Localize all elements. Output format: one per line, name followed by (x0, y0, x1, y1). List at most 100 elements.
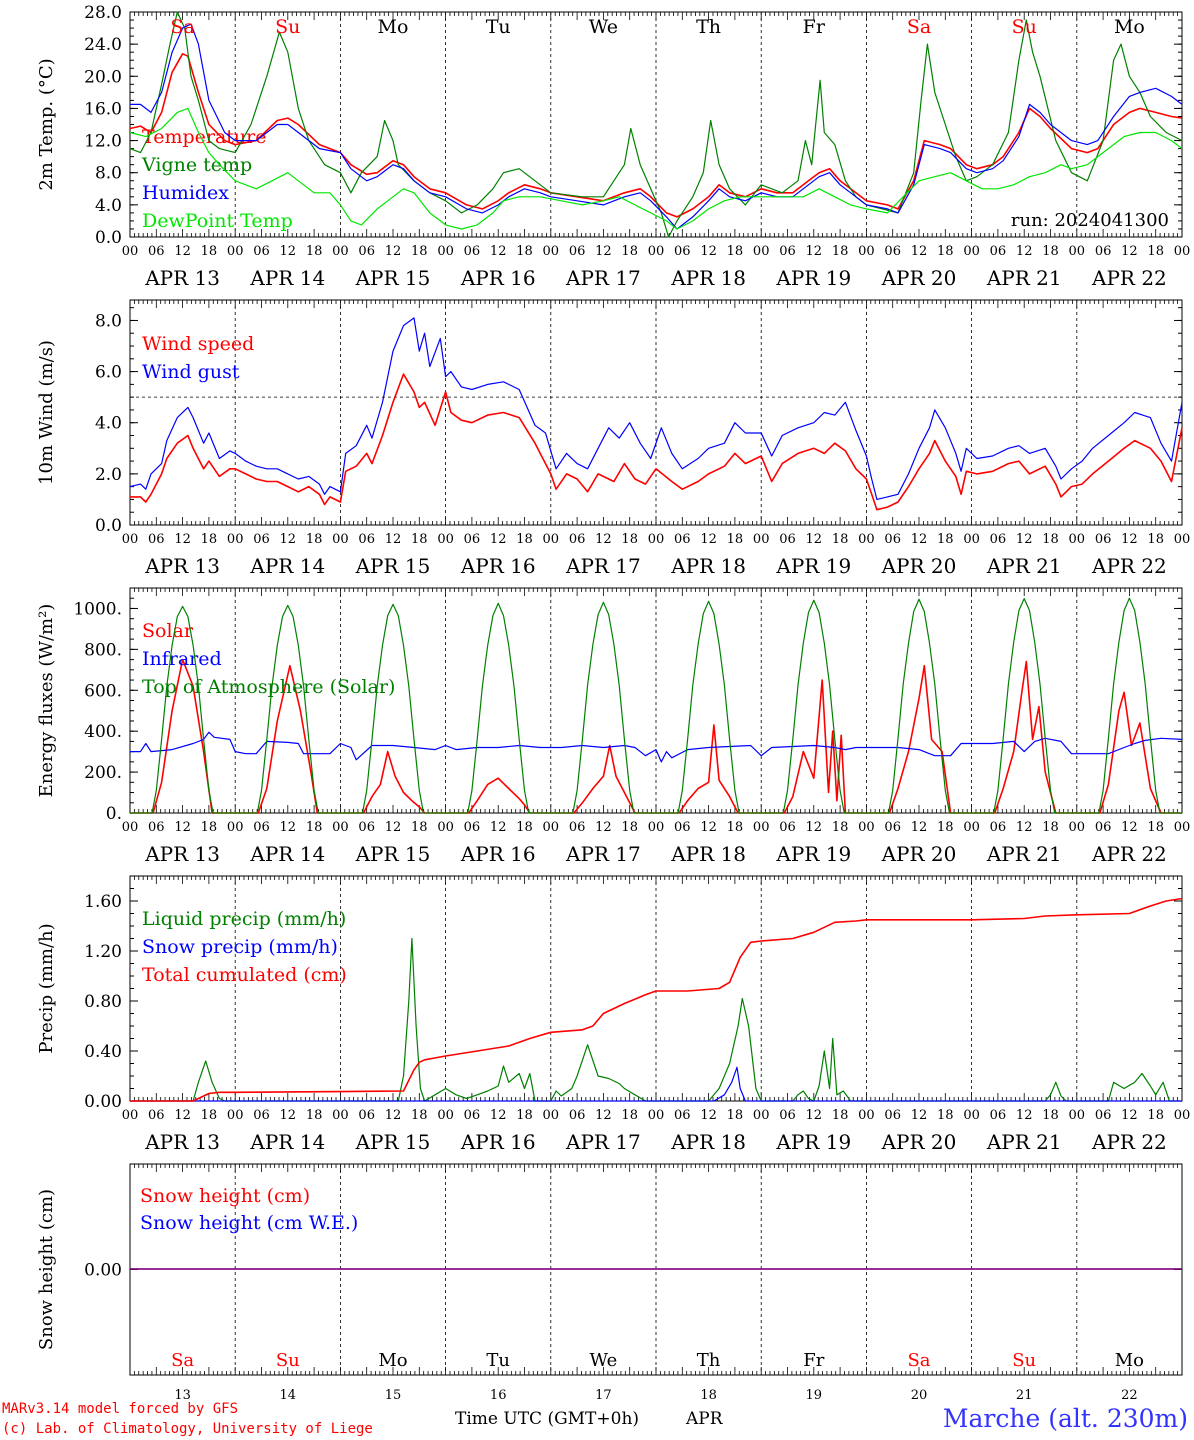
date-label: APR 14 (249, 554, 325, 578)
hour-tick-label: 18 (516, 532, 533, 547)
series-line-red (130, 373, 1183, 511)
hour-tick-label: 12 (490, 532, 507, 547)
hour-tick-label: 06 (884, 1108, 901, 1123)
hour-tick-label: 06 (779, 1108, 796, 1123)
day-number: 17 (595, 1388, 612, 1403)
hour-tick-label: 06 (464, 244, 481, 259)
hour-tick-label: 06 (674, 532, 691, 547)
legend-entry: Top of Atmosphere (Solar) (142, 676, 395, 698)
date-label: APR 20 (881, 554, 957, 578)
y-axis-label: 2m Temp. (°C) (36, 58, 57, 190)
day-number: 15 (385, 1388, 402, 1403)
panel-1: 0.0 4.0 8.0 12.0 16.0 20.0 24.0 28.0 2m Temp. (°… (36, 3, 1190, 290)
date-label: APR 14 (249, 842, 325, 866)
hour-tick-label: 06 (148, 244, 165, 259)
hour-tick-label: 00 (648, 820, 665, 835)
hour-tick-label: 18 (306, 820, 323, 835)
day-name: Sa (907, 16, 931, 38)
y-tick-label: 8.0 (95, 164, 122, 184)
hour-tick-label: 00 (1069, 244, 1086, 259)
hour-tick-label: 00 (963, 1108, 980, 1123)
hour-tick-label: 00 (227, 1108, 244, 1123)
legend-entry: Snow height (cm) (140, 1185, 310, 1207)
y-tick-label: 0. (106, 804, 122, 824)
legend-entry: Wind speed (142, 333, 254, 355)
hour-tick-label: 06 (253, 532, 270, 547)
day-number: 14 (280, 1388, 297, 1403)
y-tick-label: 1.20 (84, 942, 122, 962)
panel-4: 0.00 0.40 0.80 1.20 1.60 Precip (mm/h) Liquid … (36, 875, 1191, 1154)
date-label: APR 18 (670, 1130, 746, 1154)
y-axis-label: 10m Wind (m/s) (36, 340, 57, 485)
day-name: Sa (171, 1350, 194, 1371)
hour-tick-label: 18 (516, 244, 533, 259)
hour-tick-label: 12 (280, 820, 297, 835)
hour-tick-label: 06 (358, 244, 375, 259)
date-label: APR 19 (775, 266, 851, 290)
hour-tick-label: 18 (727, 1108, 744, 1123)
date-label: APR 22 (1091, 1130, 1167, 1154)
hour-tick-label: 06 (569, 1108, 586, 1123)
day-name: Th (697, 1350, 721, 1371)
hour-tick-label: 06 (884, 820, 901, 835)
hour-tick-label: 00 (543, 244, 560, 259)
day-name: We (590, 1350, 618, 1371)
hour-tick-label: 18 (306, 532, 323, 547)
hour-tick-label: 06 (253, 1108, 270, 1123)
hour-tick-label: 06 (779, 244, 796, 259)
hour-tick-label: 18 (1042, 244, 1059, 259)
hour-tick-label: 00 (858, 1108, 875, 1123)
date-label: APR 15 (355, 842, 431, 866)
day-name: Su (1012, 1350, 1036, 1371)
hour-tick-label: 06 (148, 532, 165, 547)
day-name: Su (276, 1350, 300, 1371)
hour-tick-label: 00 (332, 244, 349, 259)
hour-tick-label: 12 (385, 532, 402, 547)
date-label: APR 16 (460, 554, 536, 578)
date-label: APR 15 (355, 266, 431, 290)
hour-tick-label: 12 (595, 532, 612, 547)
hour-tick-label: 00 (858, 820, 875, 835)
y-tick-label: 400. (84, 722, 122, 742)
hour-tick-label: 06 (884, 532, 901, 547)
legend-entry: Humidex (142, 182, 229, 204)
hour-tick-label: 06 (1095, 1108, 1112, 1123)
series-line-blue (130, 23, 1183, 230)
hour-tick-label: 12 (700, 532, 717, 547)
hour-tick-label: 00 (122, 1108, 139, 1123)
date-label: APR 18 (670, 554, 746, 578)
hour-tick-label: 06 (1095, 244, 1112, 259)
hour-tick-label: 18 (832, 820, 849, 835)
hour-tick-label: 00 (1069, 820, 1086, 835)
day-name: Su (275, 16, 300, 38)
panel-3: 0. 200. 400. 600. 800. 1000. Energy fluxes (W/… (36, 587, 1191, 866)
hour-tick-label: 12 (595, 1108, 612, 1123)
hour-tick-label: 00 (858, 532, 875, 547)
hour-tick-label: 18 (411, 532, 428, 547)
hour-tick-label: 18 (306, 244, 323, 259)
date-label: APR 17 (565, 842, 641, 866)
y-tick-label: 0.0 (95, 228, 122, 248)
hour-tick-label: 00 (1174, 1108, 1191, 1123)
hour-tick-label: 06 (990, 820, 1007, 835)
hour-tick-label: 18 (411, 244, 428, 259)
hour-tick-label: 00 (543, 1108, 560, 1123)
hour-tick-label: 12 (911, 820, 928, 835)
hour-tick-label: 18 (201, 820, 218, 835)
date-label: APR 14 (249, 1130, 325, 1154)
hour-tick-label: 12 (911, 244, 928, 259)
hour-tick-label: 00 (963, 532, 980, 547)
y-tick-label: 20.0 (84, 67, 122, 87)
hour-tick-label: 00 (963, 820, 980, 835)
hour-tick-label: 12 (1016, 244, 1033, 259)
hour-tick-label: 18 (306, 1108, 323, 1123)
hour-tick-label: 00 (122, 820, 139, 835)
hour-tick-label: 00 (437, 532, 454, 547)
day-name: Fr (803, 16, 826, 38)
hour-tick-label: 00 (1174, 820, 1191, 835)
hour-tick-label: 00 (437, 244, 454, 259)
hour-tick-label: 06 (1095, 532, 1112, 547)
y-tick-label: 200. (84, 763, 122, 783)
date-label: APR 21 (986, 1130, 1062, 1154)
